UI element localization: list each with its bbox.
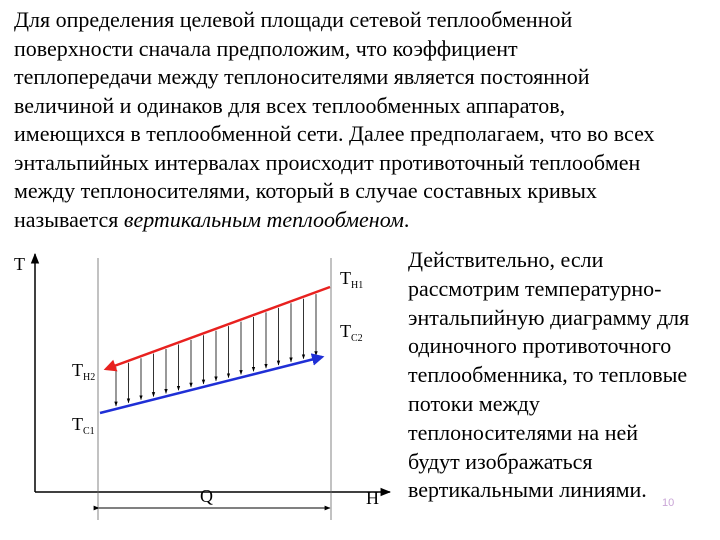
cold-inlet-label: TC1: [72, 414, 95, 437]
explanation-line: рассмотрим температурно-: [408, 275, 662, 301]
intro-paragraph: Для определения целевой площади сетевой …: [14, 6, 714, 234]
y-axis-label: T: [14, 254, 25, 274]
intro-line: величиной и одинаков для всех теплообмен…: [14, 92, 566, 118]
explanation-line: Действительно, если: [408, 247, 604, 272]
hot-inlet-label: TH1: [340, 268, 363, 291]
intro-last-suffix: .: [403, 206, 410, 232]
x-axis-label: H: [366, 488, 379, 508]
intro-line: имеющихся в теплообменной сети. Далее пр…: [14, 121, 655, 146]
intro-last-prefix: называется: [14, 206, 124, 232]
heat-flow-arrows: [114, 294, 318, 407]
hot-stream-line: [103, 285, 331, 372]
hot-inlet-main: T: [340, 268, 351, 288]
explanation-line: энтальпийную диаграмму для: [408, 304, 690, 330]
cold-outlet-label: TC2: [340, 321, 363, 344]
hot-outlet-label: TH2: [72, 360, 95, 383]
explanation-line: вертикальными линиями.: [408, 477, 647, 503]
cold-outlet-main: T: [340, 321, 351, 341]
intro-line: теплопередачи между теплоносителями явля…: [14, 64, 590, 89]
cold-inlet-sub: C1: [83, 426, 95, 437]
cold-outlet-sub: C2: [351, 333, 363, 344]
intro-line: энтальпийных интервалах происходит проти…: [14, 149, 641, 175]
explanation-line: теплообменника, то тепловые: [408, 362, 688, 388]
q-label: Q: [200, 486, 213, 506]
cold-stream-line: [99, 353, 325, 415]
explanation-line: одиночного противоточного: [408, 333, 672, 359]
intro-line: между теплоносителями, который в случае …: [14, 178, 597, 203]
hot-inlet-sub: H1: [351, 280, 363, 291]
explanation-line: потоки между: [408, 390, 540, 416]
intro-line: поверхности сначала предположим, что коэ…: [14, 35, 518, 61]
page-number: 10: [662, 497, 675, 509]
explanation-line: будут изображаться: [408, 448, 593, 474]
hot-outlet-sub: H2: [83, 372, 95, 383]
explanation-line: теплоносителями на ней: [408, 419, 639, 445]
intro-last-line: называется вертикальным теплообменом.: [14, 206, 714, 235]
cold-inlet-main: T: [72, 414, 83, 434]
hot-outlet-main: T: [72, 360, 83, 380]
explanation-paragraph: Действительно, если рассмотрим температу…: [408, 246, 718, 505]
term-vertical-heat-exchange: вертикальным теплообменом: [123, 206, 404, 232]
intro-line: Для определения целевой площади сетевой …: [14, 7, 573, 32]
